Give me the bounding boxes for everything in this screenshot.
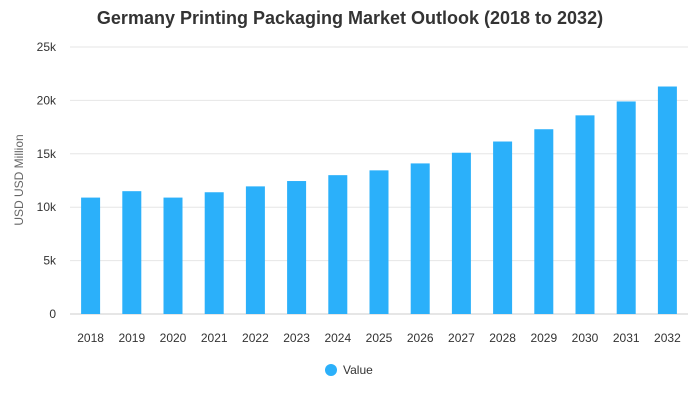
bar-2030[interactable]	[575, 115, 595, 315]
chart-title: Germany Printing Packaging Market Outloo…	[97, 8, 603, 28]
x-tick-label: 2025	[366, 331, 393, 345]
x-tick-label: 2023	[283, 331, 310, 345]
legend-label: Value	[343, 363, 373, 377]
x-tick-label: 2021	[201, 331, 228, 345]
bar-2026[interactable]	[410, 163, 430, 314]
bar-2032[interactable]	[657, 86, 677, 315]
x-axis-ticks: 2018 2019 2020 2021 2022 2023 2024 2025 2026 2027…	[77, 331, 681, 345]
bar-2028[interactable]	[493, 141, 513, 314]
x-tick-label: 2018	[77, 331, 104, 345]
bar-2024[interactable]	[328, 175, 348, 314]
y-tick-label: 0	[49, 307, 56, 321]
x-tick-label: 2027	[448, 331, 475, 345]
bar-2031[interactable]	[616, 101, 636, 314]
bar-2025[interactable]	[369, 170, 389, 314]
x-tick-label: 2030	[572, 331, 599, 345]
x-tick-label: 2022	[242, 331, 269, 345]
bar-2021[interactable]	[204, 192, 224, 314]
x-tick-label: 2024	[324, 331, 351, 345]
bar-2023[interactable]	[287, 181, 307, 314]
bar-2027[interactable]	[451, 152, 471, 314]
bar-2020[interactable]	[163, 197, 183, 314]
y-tick-label: 15k	[37, 147, 57, 161]
x-tick-label: 2032	[654, 331, 681, 345]
bar-2029[interactable]	[534, 129, 554, 314]
x-tick-label: 2028	[489, 331, 516, 345]
y-axis-ticks: 0 5k 10k 15k 20k 25k	[37, 40, 57, 321]
y-tick-label: 20k	[37, 93, 57, 107]
bars	[81, 86, 677, 315]
y-tick-label: 25k	[37, 40, 57, 54]
x-tick-label: 2029	[530, 331, 557, 345]
y-tick-label: 10k	[37, 200, 57, 214]
bar-2022[interactable]	[245, 186, 265, 314]
bar-2019[interactable]	[122, 191, 142, 314]
legend-marker	[325, 364, 337, 376]
x-tick-label: 2026	[407, 331, 434, 345]
x-tick-label: 2019	[118, 331, 145, 345]
x-tick-label: 2031	[613, 331, 640, 345]
y-axis-label: USD USD Million	[12, 134, 26, 225]
legend[interactable]: Value	[325, 363, 373, 377]
y-tick-label: 5k	[43, 254, 57, 268]
x-tick-label: 2020	[160, 331, 187, 345]
bar-2018[interactable]	[81, 197, 101, 314]
